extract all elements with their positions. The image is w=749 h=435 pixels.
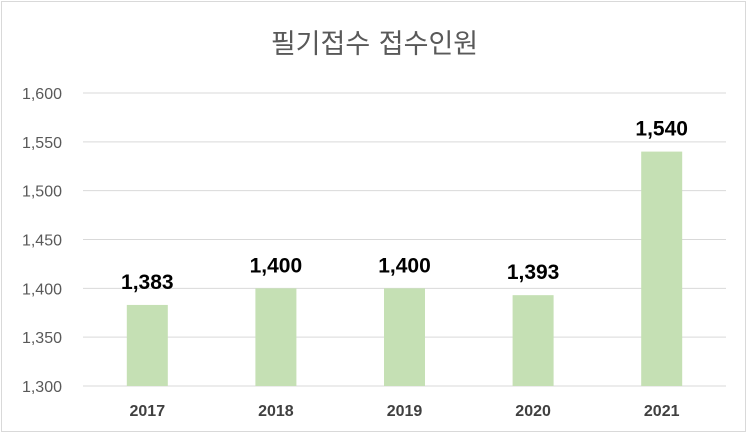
bar [255,288,297,386]
bar [126,304,168,386]
x-tick-label: 2017 [130,403,166,420]
data-label: 1,383 [121,271,174,294]
y-tick-label: 1,500 [22,184,62,201]
bar [641,151,683,386]
y-tick-label: 1,450 [22,233,62,250]
data-label: 1,393 [507,261,560,284]
data-label: 1,400 [378,254,431,277]
x-tick-label: 2021 [644,403,680,420]
x-tick-label: 2020 [515,403,551,420]
bar [384,288,425,386]
x-tick-label: 2019 [387,403,423,420]
bar [512,295,554,386]
x-tick-label: 2018 [258,403,294,420]
y-tick-label: 1,600 [22,86,62,103]
data-label: 1,540 [635,118,688,141]
y-tick-label: 1,300 [22,379,62,396]
chart-title: 필기접수 접수인원 [270,29,479,60]
y-tick-label: 1,350 [22,330,62,347]
data-label: 1,400 [250,254,303,277]
y-tick-label: 1,550 [22,135,62,152]
y-tick-label: 1,400 [22,281,62,298]
